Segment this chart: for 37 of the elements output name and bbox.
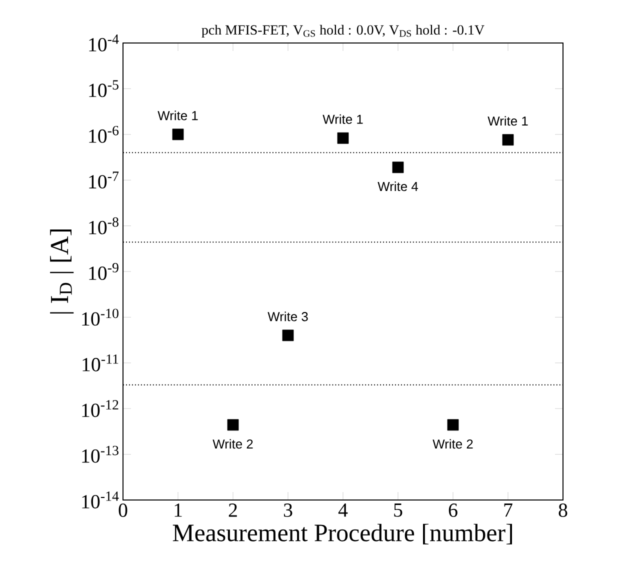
x-tick-label: 2: [228, 504, 237, 517]
y-tick-label: 10$^{-7}$: [89, 172, 119, 189]
y-tick-label: 10$^{-9}$: [89, 263, 118, 280]
annotation: Write 3: [268, 312, 308, 322]
y-tick-label: 10$^{-13}$: [82, 446, 118, 463]
y-tick-label: 10$^{-5}$: [89, 80, 118, 98]
annotation: Write 1: [488, 116, 528, 126]
y-tick-label: 10$^{-11}$: [82, 354, 118, 372]
x-tick-label: 1: [174, 504, 182, 517]
point: [447, 419, 459, 431]
annotation: Write 1: [322, 114, 363, 124]
point: [392, 162, 404, 174]
x-tick-label: 3: [284, 504, 292, 517]
y-axis-title: | I$_{D}$ | [A]: [50, 229, 74, 314]
y-tick-label: 10$^{-10}$: [82, 308, 118, 326]
chart-title: pch MFIS-FET, V$_{GS}$ hold : 0.0V, V$_{DS}$ hold : -0.1V: [202, 24, 484, 38]
x-tick-label: 8: [558, 504, 568, 517]
point: [502, 134, 514, 146]
y-tick-label: 10$^{-4}$: [89, 34, 119, 52]
annotation: Write 2: [212, 439, 253, 449]
annotation: Write 1: [158, 110, 198, 120]
y-tick-label: 10$^{-12}$: [82, 400, 118, 418]
point: [337, 132, 349, 144]
point: [227, 419, 239, 431]
annotation: Write 2: [432, 439, 473, 449]
x-tick-label: 5: [394, 504, 402, 517]
x-tick-label: 7: [504, 504, 512, 517]
y-tick-label: 10$^{-14}$: [82, 492, 119, 508]
x-tick-label: 4: [338, 504, 348, 517]
annotation: Write 4: [378, 182, 418, 192]
x-tick-label: 6: [448, 504, 458, 517]
point: [172, 128, 184, 140]
point: [282, 330, 294, 342]
x-axis-title: Measurement Procedure [number]: [172, 524, 512, 544]
y-tick-label: 10$^{-6}$: [89, 126, 119, 143]
y-tick-label: 10$^{-8}$: [89, 217, 118, 234]
x-tick-label: 0: [118, 504, 128, 517]
